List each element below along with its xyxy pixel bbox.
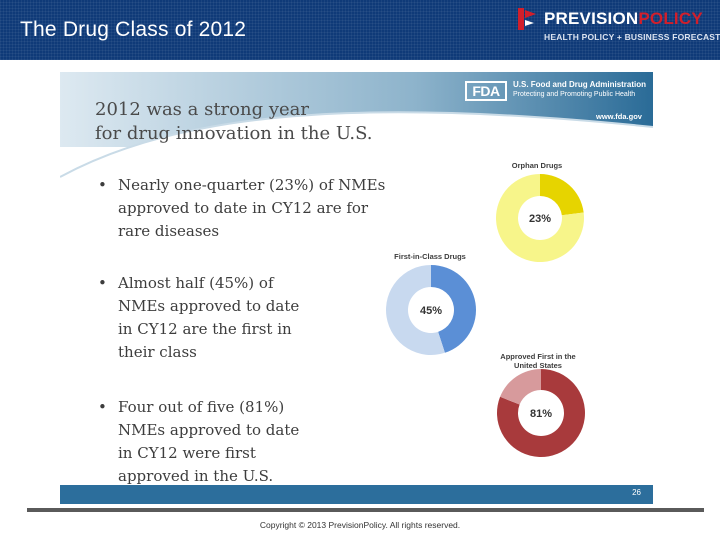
bullet-line: NMEs approved to date — [118, 297, 300, 315]
copyright-notice: Copyright © 2013 PrevisionPolicy. All ri… — [259, 520, 461, 530]
bullet-marker: • — [98, 398, 107, 416]
donut-percent-label: 23% — [529, 213, 551, 225]
slide-page-number: 26 — [632, 488, 641, 497]
bullet-marker: • — [98, 274, 107, 292]
bullet-line: approved in the U.S. — [118, 467, 274, 485]
fda-slide-image: FDA U.S. Food and Drug Administration Pr… — [60, 72, 653, 504]
bullet-line: rare diseases — [118, 222, 220, 240]
donut-slice-remainder — [386, 265, 445, 355]
slide-bottom-band — [60, 485, 653, 504]
first-in-class-chart-title: First-in-Class Drugs — [394, 252, 466, 261]
slide-heading-line1: 2012 was a strong year — [95, 99, 309, 120]
logo-word-prevision: PREVISION — [544, 9, 639, 28]
donut-percent-label: 81% — [530, 408, 552, 420]
bullet-line: in CY12 were first — [118, 444, 256, 462]
previsionpolicy-logo: PREVISIONPOLICY HEALTH POLICY + BUSINESS… — [514, 6, 720, 46]
bullet-line: Nearly one-quarter (23%) of NMEs — [118, 176, 386, 194]
approved-first-us-chart-title: Approved First in the United States — [493, 352, 583, 370]
logo-tagline: HEALTH POLICY + BUSINESS FORECASTS — [544, 32, 720, 42]
bullet-line: Four out of five (81%) — [118, 398, 285, 416]
first-in-class-donut: 45% — [386, 265, 476, 355]
logo-wordmark: PREVISIONPOLICY — [544, 9, 703, 29]
slide-wave-shape — [60, 72, 653, 202]
donut-slice-highlight — [431, 265, 476, 353]
donut-percent-label: 45% — [420, 305, 442, 317]
donut-slice-highlight — [497, 369, 585, 457]
bullet-line: NMEs approved to date — [118, 421, 300, 439]
donut-slice-highlight — [540, 174, 584, 216]
orphan-drugs-donut: 23% — [496, 174, 584, 262]
bullet-line: in CY12 are the first in — [118, 320, 292, 338]
flag-logo-icon — [518, 8, 536, 30]
bullet-line: Almost half (45%) of — [118, 274, 274, 292]
bullet-line: their class — [118, 343, 197, 361]
fda-logo-badge: FDA — [465, 81, 507, 101]
footer-divider — [27, 508, 704, 512]
fda-url: www.fda.gov — [596, 112, 642, 121]
orphan-chart-title: Orphan Drugs — [511, 161, 563, 170]
slide-heading: 2012 was a strong year for drug innovati… — [95, 98, 455, 146]
slide-heading-line2: for drug innovation in the U.S. — [95, 123, 373, 144]
header-banner: The Drug Class of 2012 PREVISIONPOLICY H… — [0, 0, 720, 60]
logo-word-policy: POLICY — [638, 9, 703, 28]
chart-title-line: Approved First in the — [500, 352, 576, 361]
bullet-line: approved to date in CY12 are for — [118, 199, 369, 217]
fda-subtitle: Protecting and Promoting Public Health — [513, 91, 636, 98]
bullet-marker: • — [98, 176, 107, 194]
chart-title-line: United States — [514, 361, 562, 370]
donut-slice-remainder — [496, 174, 584, 262]
fda-name: U.S. Food and Drug Administration — [513, 80, 647, 89]
page-title: The Drug Class of 2012 — [20, 18, 247, 41]
donut-slice-remainder — [500, 369, 541, 405]
approved-first-us-donut: 81% — [497, 369, 585, 457]
